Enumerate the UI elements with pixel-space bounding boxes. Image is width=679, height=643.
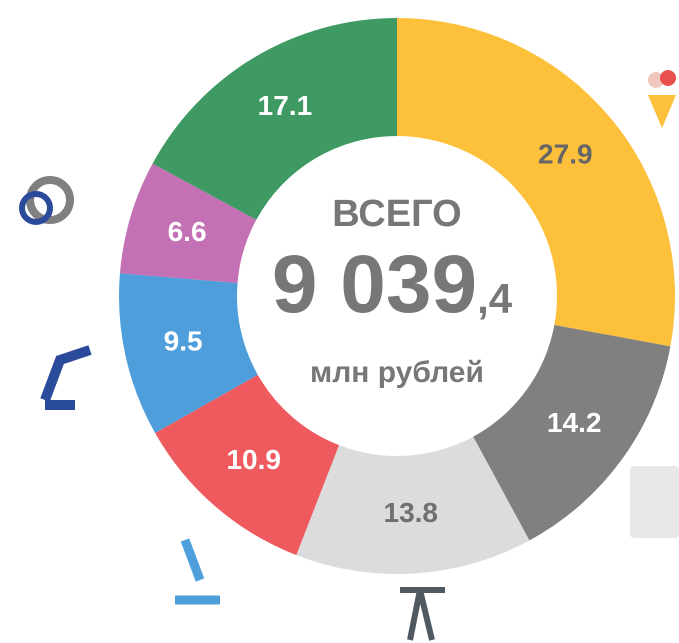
total-decimal: ,4 — [477, 275, 513, 322]
total: 9 039 — [272, 239, 477, 330]
icons — [19, 70, 679, 641]
segment — [397, 18, 675, 347]
value-label: 13.8 — [384, 497, 439, 528]
segment — [296, 436, 530, 574]
value-label: 14.2 — [547, 407, 602, 438]
value-label: 17.1 — [258, 90, 313, 121]
center-unit: млн рублей — [310, 356, 484, 389]
ice-cream-icon — [648, 72, 664, 88]
ice-cream-icon — [660, 70, 676, 86]
value-label: 6.6 — [168, 216, 207, 247]
segment — [119, 273, 258, 433]
center-label: ВСЕГО — [332, 193, 461, 235]
segment — [119, 163, 257, 283]
segment — [155, 374, 340, 556]
microscope-icon — [175, 538, 220, 605]
robot-icon — [40, 345, 92, 410]
center-total: 9 039,4 — [272, 239, 513, 330]
donut: 27.9 14.2 13.8 10.9 9.5 6.6 17.1 — [119, 18, 675, 574]
value-label: 27.9 — [538, 138, 593, 169]
value-label: 10.9 — [226, 444, 281, 475]
ice-cream-icon — [648, 95, 676, 128]
oil-icon — [400, 587, 445, 641]
gear-icon — [19, 191, 53, 225]
segment — [152, 18, 397, 220]
segment — [473, 324, 671, 541]
value-label: 9.5 — [164, 325, 203, 356]
tool-icon — [630, 466, 679, 538]
gear-icon — [26, 176, 74, 224]
